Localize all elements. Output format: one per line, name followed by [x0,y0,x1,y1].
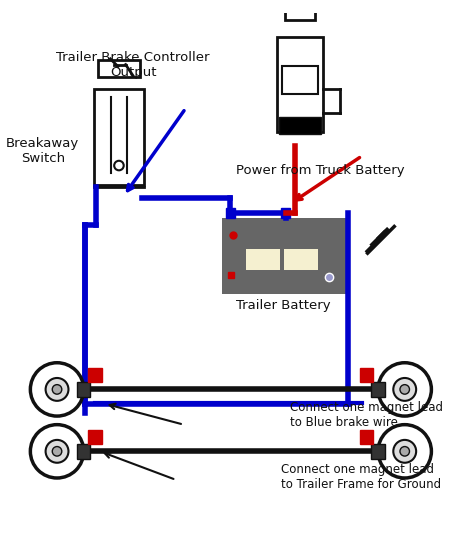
Bar [360,368,374,382]
Bar [279,117,321,134]
Bar [222,218,346,294]
Bar [282,65,318,94]
Bar [284,249,318,270]
Text: Connect one magnet lead
to Trailer Frame for Ground: Connect one magnet lead to Trailer Frame… [281,463,441,491]
Circle shape [114,161,124,170]
Circle shape [393,378,416,401]
Bar [77,382,91,397]
Polygon shape [281,208,291,218]
Polygon shape [226,208,235,218]
Bar [277,37,323,132]
Bar [372,382,385,397]
Circle shape [52,447,62,456]
Bar [360,430,374,444]
Bar [246,249,280,270]
Bar [77,444,91,459]
Circle shape [52,384,62,394]
Text: Trailer Battery: Trailer Battery [237,299,331,312]
Circle shape [46,378,68,401]
Circle shape [30,425,84,478]
Text: Power from Truck Battery: Power from Truck Battery [236,164,405,177]
Bar [89,430,102,444]
Text: Connect one magnet lead
to Blue brake wire: Connect one magnet lead to Blue brake wi… [291,401,443,429]
Circle shape [30,363,84,416]
Circle shape [400,384,410,394]
Text: Breakaway
Switch: Breakaway Switch [6,137,79,165]
Circle shape [393,440,416,463]
Bar [285,0,315,20]
Circle shape [378,363,431,416]
Circle shape [46,440,68,463]
Circle shape [400,447,410,456]
Bar [89,368,102,382]
Bar [98,60,140,77]
Bar [372,444,385,459]
Bar [94,89,144,184]
Text: Trailer Brake Controller
Output: Trailer Brake Controller Output [56,51,210,79]
Circle shape [378,425,431,478]
